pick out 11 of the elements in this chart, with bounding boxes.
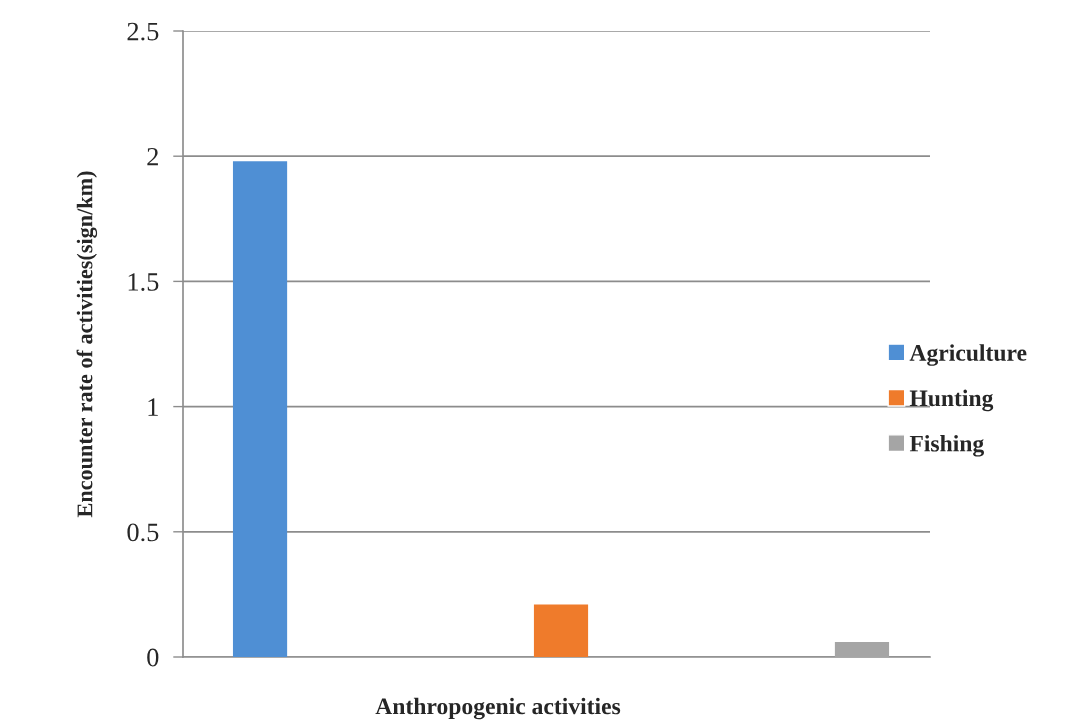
x-axis-title: Anthropogenic activities [375, 697, 621, 720]
y-tick-label: 0.5 [127, 523, 159, 542]
y-tick-label: 2.5 [127, 22, 159, 41]
y-axis-title: Encounter rate of activities(sign/km) [76, 171, 98, 518]
legend-label: Hunting [909, 389, 994, 412]
y-tick-label: 0 [147, 648, 159, 667]
y-tick-label: 1 [148, 398, 158, 416]
y-tick-label: 1.5 [128, 273, 159, 291]
y-tick-label: 2 [147, 147, 158, 166]
legend-label: Agriculture [909, 344, 1027, 366]
legend-label: Fishing [909, 434, 984, 457]
